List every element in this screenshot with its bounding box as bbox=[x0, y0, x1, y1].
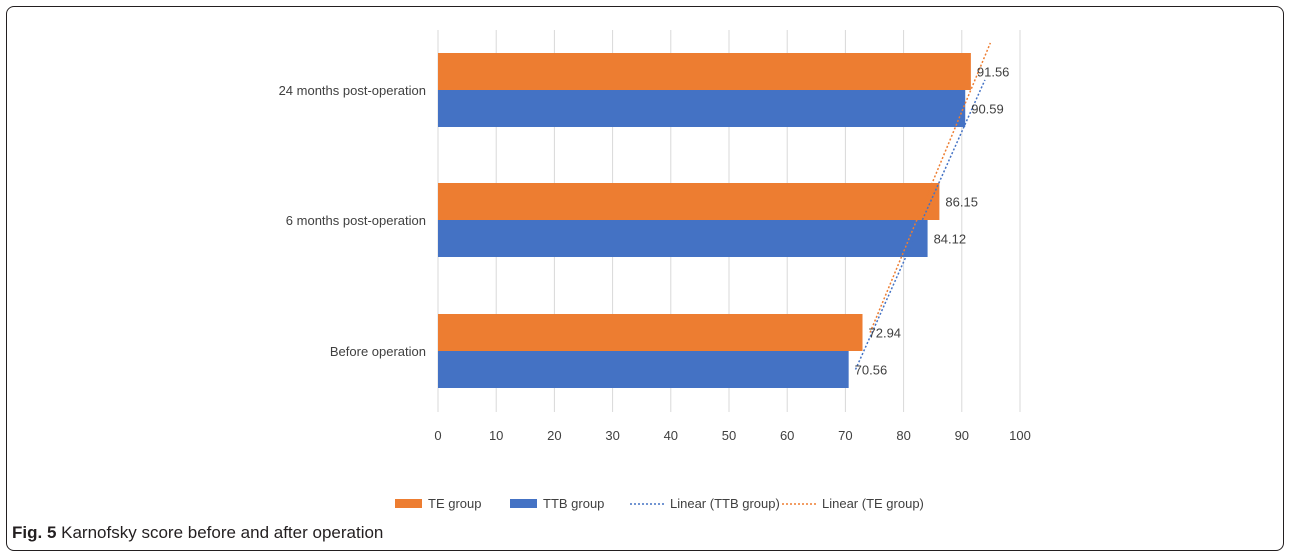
bar-te-group-1 bbox=[438, 183, 940, 220]
bar-te-group-2 bbox=[438, 53, 971, 90]
data-label-te-group-0: 72.94 bbox=[869, 326, 902, 341]
bar-ttb-group-0 bbox=[438, 351, 849, 388]
legend: TE group TTB group Linear (TTB group) Linea… bbox=[395, 496, 924, 511]
bars bbox=[438, 53, 971, 388]
legend-item-ttb-group: TTB group bbox=[510, 496, 604, 511]
trendline-te-group bbox=[869, 42, 992, 333]
legend-item-linear-te: Linear (TE group) bbox=[782, 496, 924, 511]
legend-swatch bbox=[395, 499, 422, 508]
x-tick-label-60: 60 bbox=[780, 428, 794, 443]
x-axis-tick-labels: 0 10 20 30 40 50 60 70 80 90 100 bbox=[434, 428, 1030, 443]
legend-label: Linear (TTB group) bbox=[670, 496, 780, 511]
legend-label: Linear (TE group) bbox=[822, 496, 924, 511]
karnofsky-bar-chart: 72.94 70.56 86.15 84.12 91.56 90.59 0 10 20 30 40… bbox=[279, 30, 1031, 511]
x-tick-label-50: 50 bbox=[722, 428, 736, 443]
legend-swatch bbox=[510, 499, 537, 508]
figure-number: Fig. 5 bbox=[12, 523, 57, 542]
x-tick-label-30: 30 bbox=[605, 428, 619, 443]
x-tick-label-20: 20 bbox=[547, 428, 561, 443]
legend-item-linear-ttb: Linear (TTB group) bbox=[630, 496, 780, 511]
data-label-ttb-group-2: 90.59 bbox=[971, 102, 1004, 117]
data-label-ttb-group-0: 70.56 bbox=[855, 363, 888, 378]
trendline-ttb-group bbox=[854, 79, 986, 370]
legend-label: TTB group bbox=[543, 496, 604, 511]
category-label-0: Before operation bbox=[330, 344, 426, 359]
x-tick-label-90: 90 bbox=[955, 428, 969, 443]
x-tick-label-70: 70 bbox=[838, 428, 852, 443]
x-tick-label-100: 100 bbox=[1009, 428, 1031, 443]
caption-text: Karnofsky score before and after operati… bbox=[61, 523, 384, 542]
bar-te-group-0 bbox=[438, 314, 863, 351]
data-labels: 72.94 70.56 86.15 84.12 91.56 90.59 bbox=[855, 65, 1010, 378]
bar-ttb-group-1 bbox=[438, 220, 928, 257]
x-tick-label-40: 40 bbox=[664, 428, 678, 443]
data-label-ttb-group-1: 84.12 bbox=[934, 232, 967, 247]
x-tick-label-0: 0 bbox=[434, 428, 441, 443]
x-tick-label-80: 80 bbox=[896, 428, 910, 443]
data-label-te-group-2: 91.56 bbox=[977, 65, 1010, 80]
x-tick-label-10: 10 bbox=[489, 428, 503, 443]
figure-caption: Fig. 5 Karnofsky score before and after … bbox=[12, 523, 383, 543]
legend-label: TE group bbox=[428, 496, 481, 511]
legend-item-te-group: TE group bbox=[395, 496, 481, 511]
category-label-1: 6 months post-operation bbox=[286, 213, 426, 228]
bar-ttb-group-2 bbox=[438, 90, 966, 127]
data-label-te-group-1: 86.15 bbox=[945, 195, 978, 210]
category-label-2: 24 months post-operation bbox=[279, 83, 426, 98]
category-labels: Before operation 6 months post-operation 2… bbox=[279, 83, 426, 359]
trendlines bbox=[854, 42, 992, 370]
